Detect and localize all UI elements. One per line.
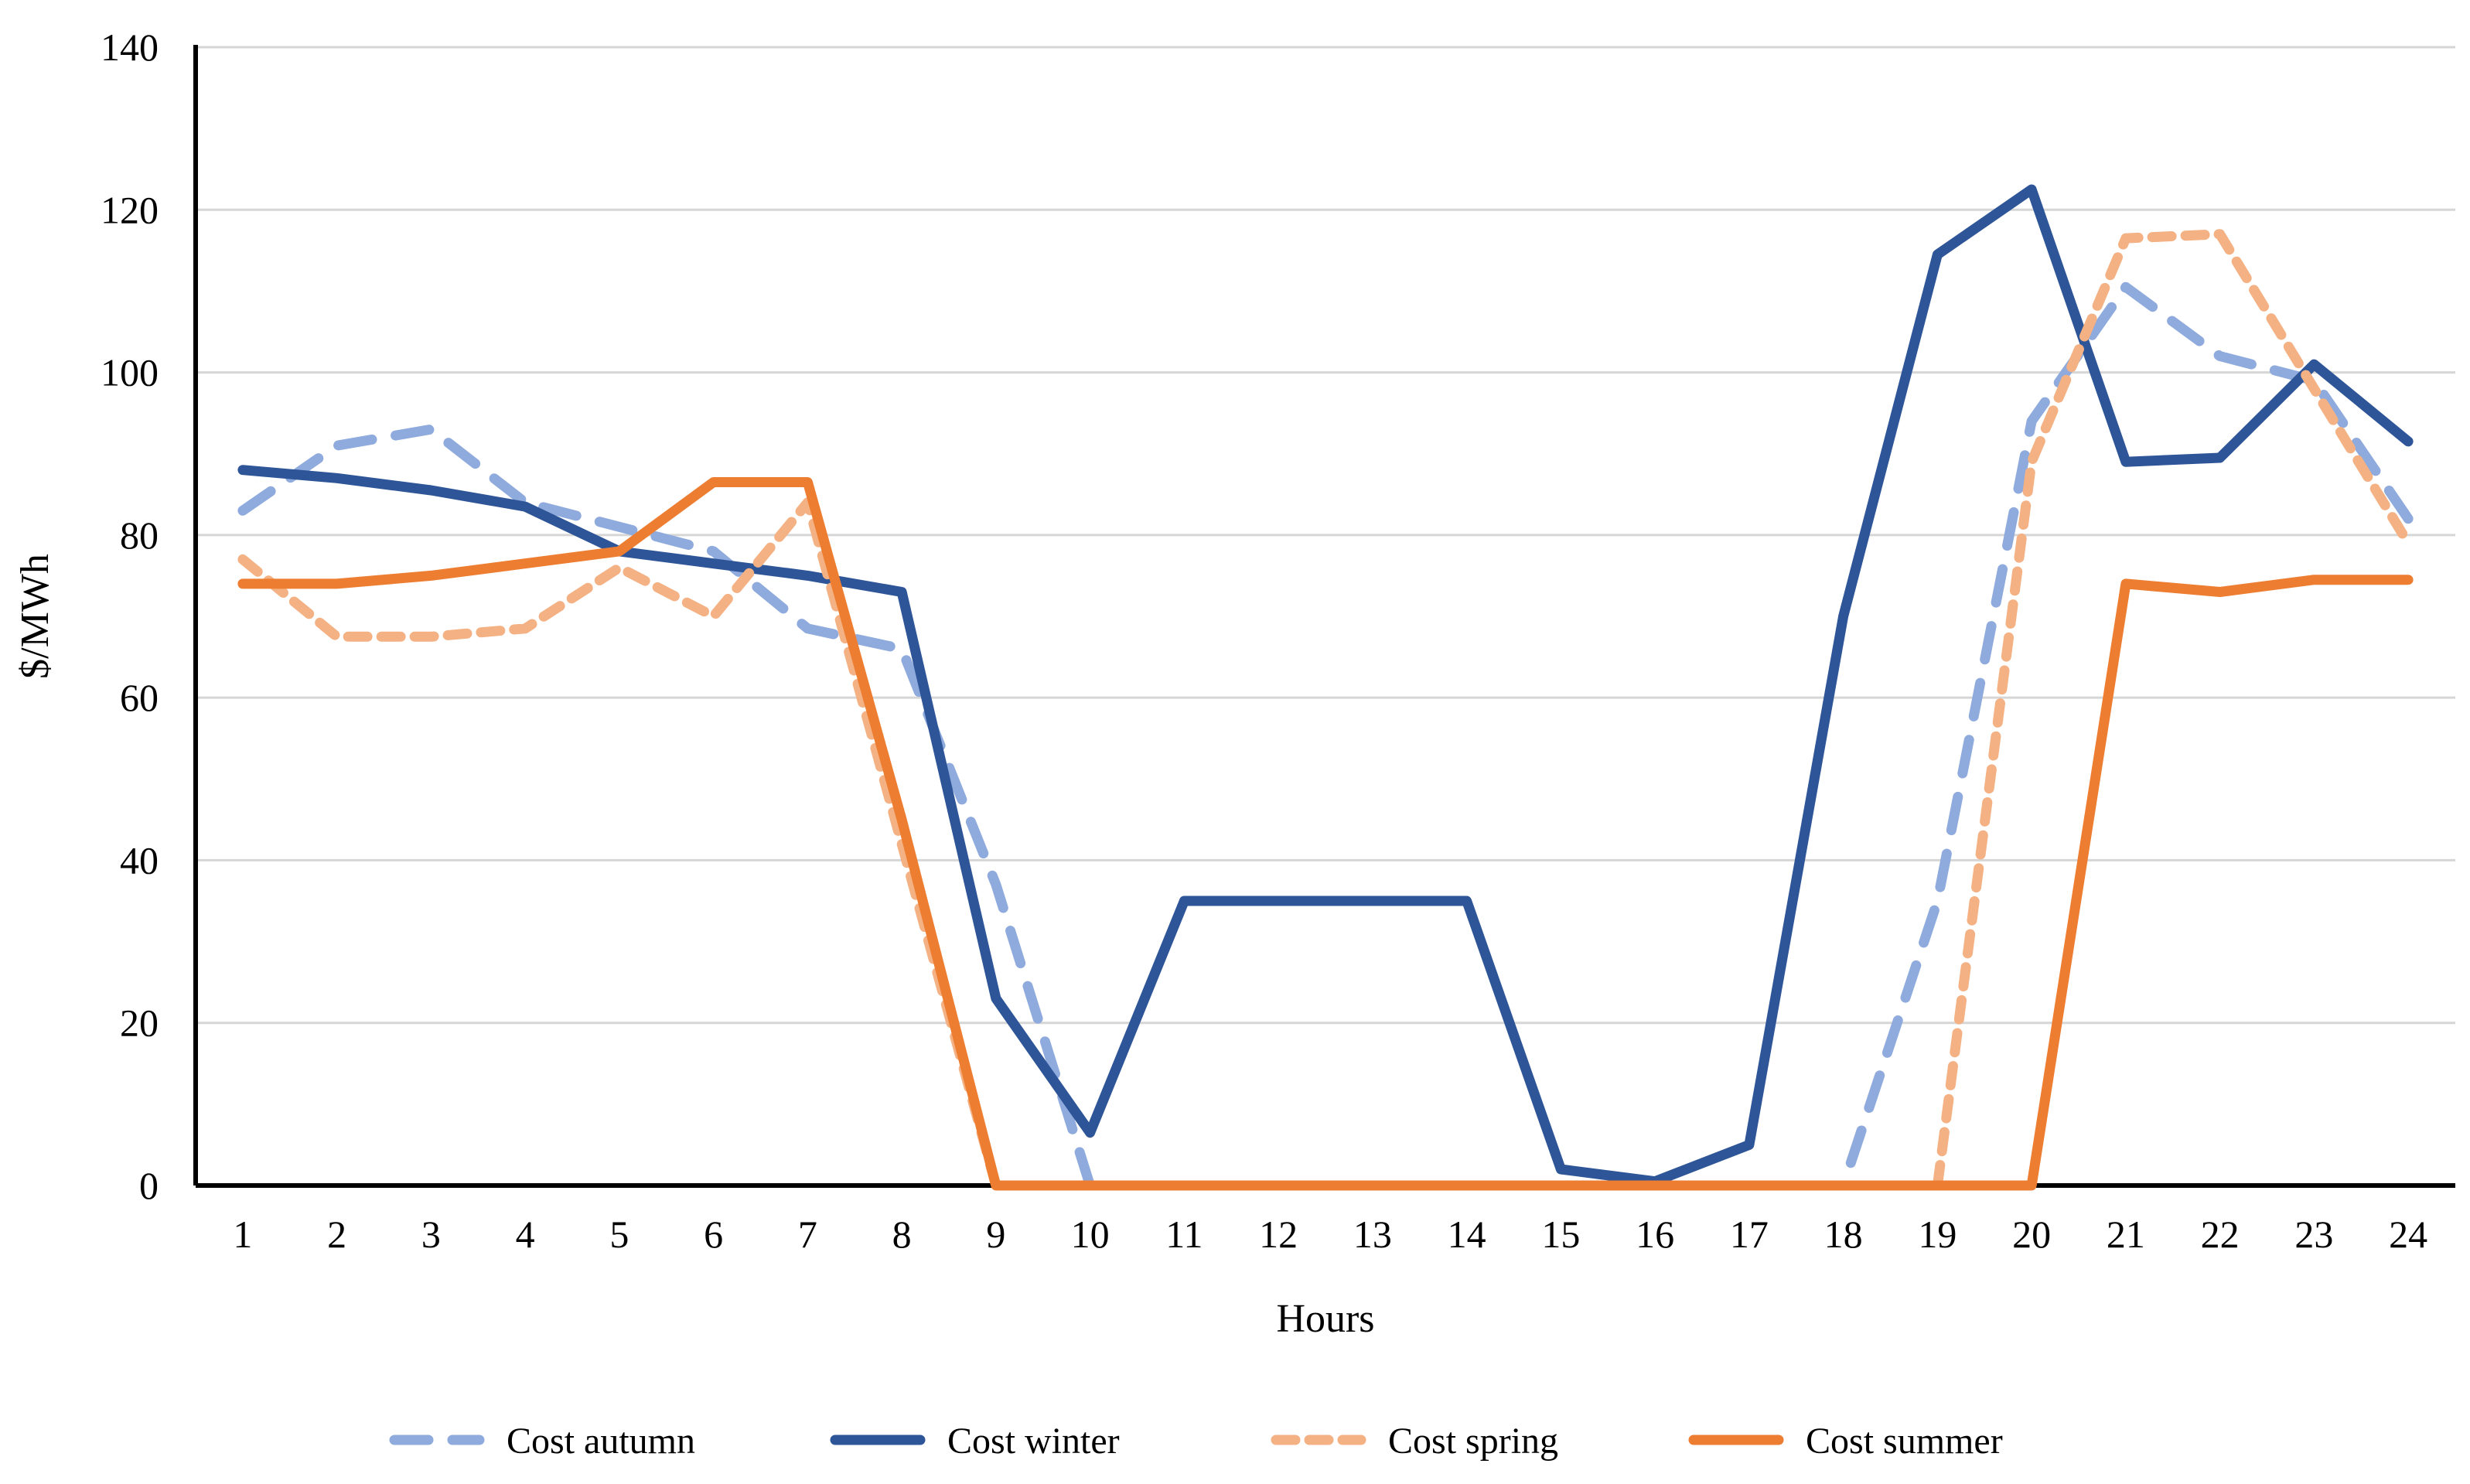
y-tick-label-120: 120: [101, 188, 159, 231]
x-tick-label-16: 16: [1636, 1213, 1674, 1256]
y-tick-label-40: 40: [120, 838, 159, 882]
x-tick-label-21: 21: [2107, 1213, 2145, 1256]
legend-item-cost-spring: Cost spring: [1271, 1421, 1558, 1462]
x-tick-label-5: 5: [609, 1213, 629, 1256]
y-axis-title: $/MWh: [13, 554, 57, 679]
y-tick-label-0: 0: [139, 1164, 159, 1207]
x-tick-label-7: 7: [798, 1213, 817, 1256]
x-tick-label-4: 4: [516, 1213, 535, 1256]
y-tick-label-100: 100: [101, 351, 159, 394]
legend-label: Cost winter: [947, 1421, 1120, 1462]
x-tick-label-15: 15: [1541, 1213, 1580, 1256]
gridlines: [196, 46, 2455, 1025]
legend-label: Cost spring: [1388, 1421, 1558, 1462]
x-tick-label-14: 14: [1448, 1213, 1486, 1256]
x-tick-label-9: 9: [986, 1213, 1005, 1256]
x-tick-label-8: 8: [892, 1213, 912, 1256]
x-tick-label-18: 18: [1824, 1213, 1863, 1256]
legend-label: Cost autumn: [507, 1421, 695, 1462]
series-line-cost-spring: [237, 229, 2414, 1191]
legend-item-cost-summer: Cost summer: [1688, 1421, 2003, 1462]
x-tick-label-19: 19: [1918, 1213, 1957, 1256]
x-tick-label-20: 20: [2012, 1213, 2051, 1256]
series-line-cost-autumn: [237, 281, 2414, 1191]
x-tick-label-2: 2: [327, 1213, 346, 1256]
x-tick-label-13: 13: [1353, 1213, 1392, 1256]
y-tick-label-140: 140: [101, 26, 159, 69]
x-tick-label-17: 17: [1730, 1213, 1769, 1256]
y-tick-label-20: 20: [120, 1001, 159, 1045]
x-tick-label-3: 3: [421, 1213, 441, 1256]
y-tick-label-60: 60: [120, 676, 159, 719]
x-tick-label-10: 10: [1071, 1213, 1110, 1256]
series-line-cost-summer: [237, 477, 2414, 1191]
x-tick-label-23: 23: [2294, 1213, 2333, 1256]
x-tick-label-6: 6: [704, 1213, 723, 1256]
x-tick-label-22: 22: [2201, 1213, 2240, 1256]
series-lines: [237, 184, 2414, 1191]
x-axis-title: Hours: [1276, 1297, 1374, 1341]
x-tick-label-12: 12: [1259, 1213, 1298, 1256]
legend: Cost autumn Cost winter Cost spring Cost su…: [389, 1421, 2003, 1462]
y-tick-label-80: 80: [120, 513, 159, 557]
x-tick-label-24: 24: [2389, 1213, 2427, 1256]
legend-item-cost-autumn: Cost autumn: [389, 1421, 695, 1462]
legend-item-cost-winter: Cost winter: [830, 1421, 1120, 1462]
x-tick-label-1: 1: [233, 1213, 252, 1256]
series-line-cost-winter: [237, 184, 2414, 1187]
legend-label: Cost summer: [1806, 1421, 2003, 1462]
x-tick-label-11: 11: [1165, 1213, 1203, 1256]
